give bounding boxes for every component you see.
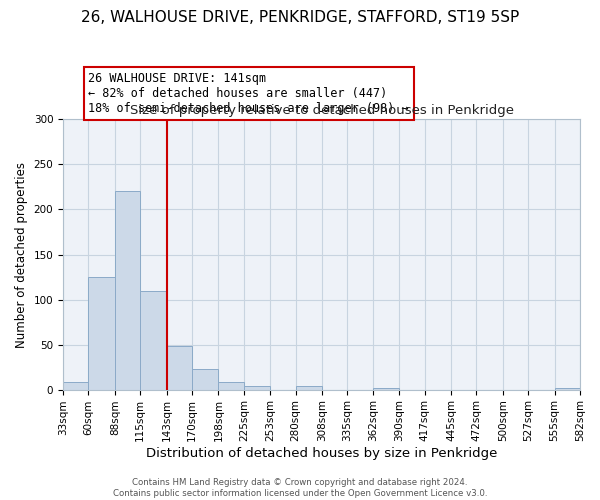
Bar	[296, 386, 322, 390]
Text: 26, WALHOUSE DRIVE, PENKRIDGE, STAFFORD, ST19 5SP: 26, WALHOUSE DRIVE, PENKRIDGE, STAFFORD,…	[81, 10, 519, 25]
Bar	[554, 388, 580, 390]
Title: Size of property relative to detached houses in Penkridge: Size of property relative to detached ho…	[130, 104, 514, 117]
Y-axis label: Number of detached properties: Number of detached properties	[15, 162, 28, 348]
Bar	[140, 290, 167, 390]
Bar	[63, 382, 88, 390]
Text: 26 WALHOUSE DRIVE: 141sqm
← 82% of detached houses are smaller (447)
18% of semi: 26 WALHOUSE DRIVE: 141sqm ← 82% of detac…	[88, 72, 409, 115]
X-axis label: Distribution of detached houses by size in Penkridge: Distribution of detached houses by size …	[146, 447, 497, 460]
Bar	[218, 382, 244, 390]
Bar	[192, 369, 218, 390]
Bar	[115, 192, 140, 390]
Bar	[244, 386, 270, 390]
Bar	[167, 346, 192, 390]
Text: Contains HM Land Registry data © Crown copyright and database right 2024.
Contai: Contains HM Land Registry data © Crown c…	[113, 478, 487, 498]
Bar	[88, 277, 115, 390]
Bar	[373, 388, 399, 390]
